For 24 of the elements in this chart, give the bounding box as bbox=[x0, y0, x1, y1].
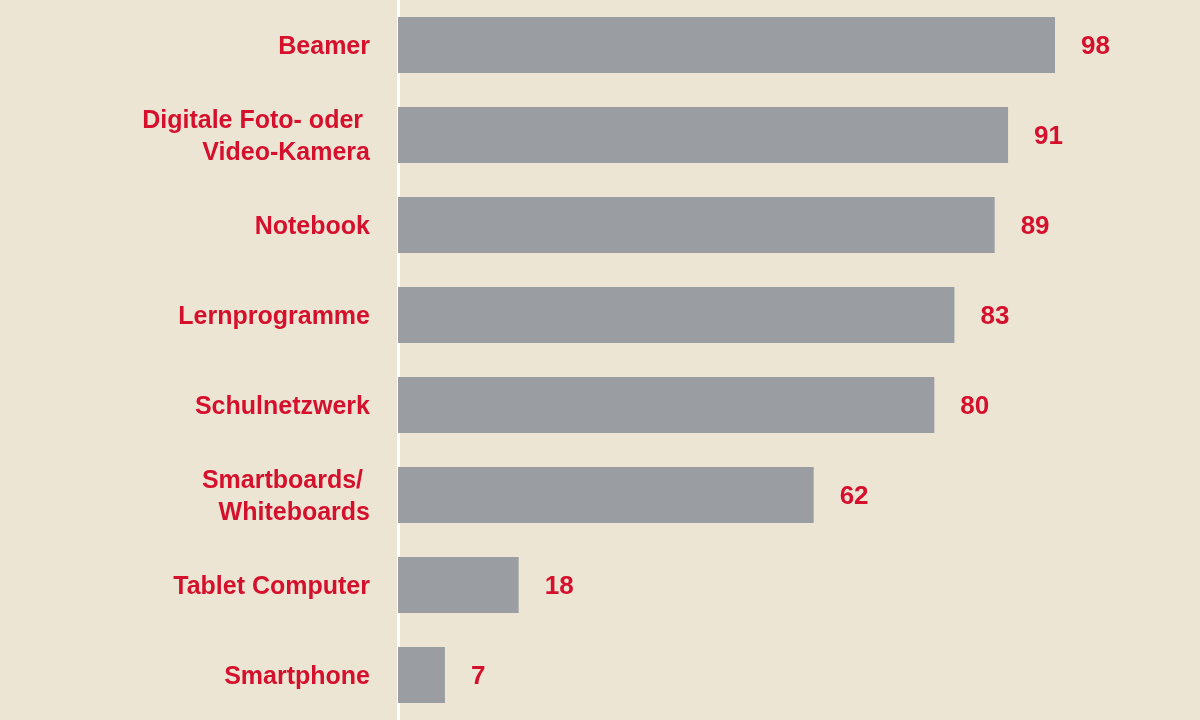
data-label: 89 bbox=[1020, 210, 1050, 240]
y-tick-label: Digitale Foto- oder Video-Kamera bbox=[142, 105, 372, 165]
bar bbox=[398, 107, 1009, 163]
bar bbox=[398, 17, 1055, 73]
data-label: 83 bbox=[980, 300, 1010, 330]
data-label: 98 bbox=[1081, 30, 1110, 60]
bar bbox=[398, 377, 935, 433]
data-label: 91 bbox=[1034, 120, 1063, 150]
bar bbox=[398, 467, 814, 523]
y-tick-label: Smartphone bbox=[224, 661, 371, 689]
data-label: 80 bbox=[960, 390, 990, 420]
y-tick-label: Schulnetzwerk bbox=[194, 391, 371, 419]
y-tick-label: Beamer bbox=[278, 31, 371, 59]
y-tick-label: Tablet Computer bbox=[173, 571, 371, 599]
data-label: 7 bbox=[470, 660, 486, 690]
bar bbox=[398, 197, 995, 253]
data-label: 18 bbox=[544, 570, 574, 600]
y-tick-label: Lernprogramme bbox=[178, 301, 371, 329]
bar bbox=[398, 557, 519, 613]
data-label: 62 bbox=[839, 480, 869, 510]
bar bbox=[398, 647, 445, 703]
y-tick-label: Smartboards/ Whiteboards bbox=[201, 465, 370, 525]
bar bbox=[398, 287, 955, 343]
y-tick-label: Notebook bbox=[254, 211, 371, 239]
